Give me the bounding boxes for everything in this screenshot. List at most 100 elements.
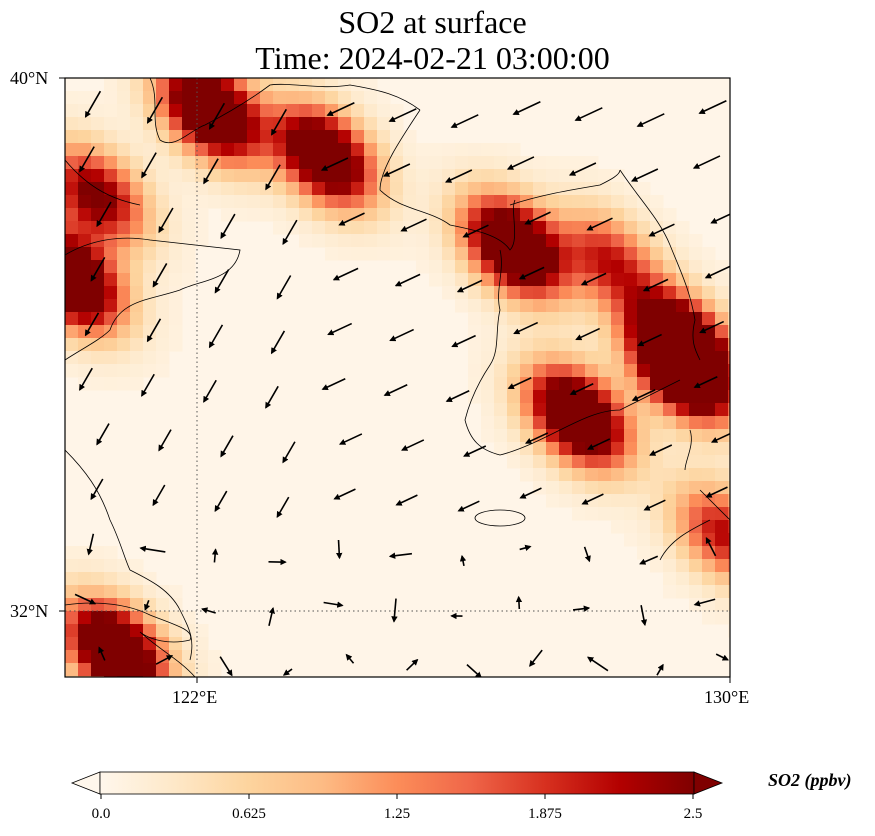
so2-cell: [312, 195, 326, 209]
so2-cell: [78, 286, 92, 300]
so2-cell: [559, 403, 573, 417]
chart-subtitle: Time: 2024-02-21 03:00:00: [255, 40, 610, 76]
so2-cell: [676, 481, 690, 495]
so2-cell: [364, 91, 378, 105]
so2-cell: [156, 325, 170, 339]
so2-cell: [611, 247, 625, 261]
so2-cell: [546, 156, 560, 170]
so2-cell: [260, 156, 274, 170]
so2-cell: [169, 611, 183, 625]
wind-arrow: [220, 213, 236, 240]
so2-cell: [572, 429, 586, 443]
so2-cell: [273, 221, 287, 235]
so2-cell: [117, 325, 131, 339]
wind-arrow: [152, 263, 168, 288]
wind-arrow: [158, 207, 174, 234]
so2-cell: [481, 195, 495, 209]
so2-cell: [689, 312, 703, 326]
so2-cell: [104, 91, 118, 105]
so2-cell: [351, 117, 365, 131]
wind-arrow: [642, 278, 669, 292]
so2-cell: [299, 91, 313, 105]
so2-cell: [468, 143, 482, 157]
wind-arrow: [211, 548, 219, 563]
so2-cell: [598, 260, 612, 274]
so2-cell: [728, 286, 730, 300]
so2-cell: [559, 390, 573, 404]
so2-cell: [169, 169, 183, 183]
so2-cell: [156, 104, 170, 118]
so2-cell: [624, 325, 638, 339]
so2-cell: [455, 195, 469, 209]
wind-arrow: [457, 500, 480, 512]
so2-cell: [520, 442, 534, 456]
so2-cell: [65, 247, 79, 261]
so2-cell: [689, 364, 703, 378]
so2-cell: [676, 546, 690, 560]
so2-cell: [130, 572, 144, 586]
so2-cell: [520, 416, 534, 430]
so2-cell: [585, 390, 599, 404]
so2-cell: [65, 546, 79, 560]
wind-arrow: [219, 656, 233, 677]
so2-cell: [338, 208, 352, 222]
so2-cell: [91, 611, 105, 625]
so2-cell: [299, 208, 313, 222]
so2-cell: [65, 195, 79, 209]
so2-cell: [650, 455, 664, 469]
so2-cell: [104, 208, 118, 222]
so2-cell: [273, 104, 287, 118]
so2-cell: [416, 208, 430, 222]
so2-cell: [78, 559, 92, 573]
so2-cell: [728, 364, 730, 378]
so2-cell: [130, 78, 144, 92]
so2-cell: [104, 312, 118, 326]
so2-cell: [455, 299, 469, 313]
wind-arrow: [400, 218, 427, 232]
so2-cell: [182, 273, 196, 287]
so2-cell: [65, 143, 79, 157]
so2-cell: [637, 429, 651, 443]
so2-cell: [78, 260, 92, 274]
so2-cell: [546, 286, 560, 300]
so2-cell: [546, 416, 560, 430]
colorbar-tick-label: 2.5: [683, 806, 703, 822]
so2-cell: [728, 325, 730, 339]
so2-cell: [78, 130, 92, 144]
so2-cell: [689, 351, 703, 365]
so2-cell: [273, 182, 287, 196]
so2-cell: [156, 663, 170, 677]
so2-cell: [104, 676, 118, 677]
so2-cell: [559, 299, 573, 313]
so2-cell: [455, 143, 469, 157]
so2-cell: [117, 182, 131, 196]
so2-cell: [117, 91, 131, 105]
wind-arrow: [389, 328, 414, 342]
so2-cell: [494, 169, 508, 183]
so2-cell: [143, 182, 157, 196]
so2-cell: [689, 416, 703, 430]
so2-cell: [689, 338, 703, 352]
so2-cell: [494, 143, 508, 157]
so2-cell: [299, 117, 313, 131]
so2-cell: [598, 325, 612, 339]
so2-cell: [598, 416, 612, 430]
so2-cell: [325, 117, 339, 131]
so2-cell: [338, 104, 352, 118]
so2-cell: [728, 598, 730, 612]
so2-cell: [169, 247, 183, 261]
so2-cell: [585, 260, 599, 274]
so2-cell: [728, 572, 730, 586]
so2-cell: [728, 507, 730, 521]
so2-cell: [728, 520, 730, 534]
so2-cell: [520, 299, 534, 313]
so2-cell: [494, 195, 508, 209]
so2-cell: [247, 104, 261, 118]
so2-cell: [507, 429, 521, 443]
so2-cell: [312, 169, 326, 183]
so2-cell: [442, 195, 456, 209]
so2-cell: [91, 377, 105, 391]
so2-cell: [403, 130, 417, 144]
so2-cell: [663, 546, 677, 560]
so2-cell: [182, 221, 196, 235]
